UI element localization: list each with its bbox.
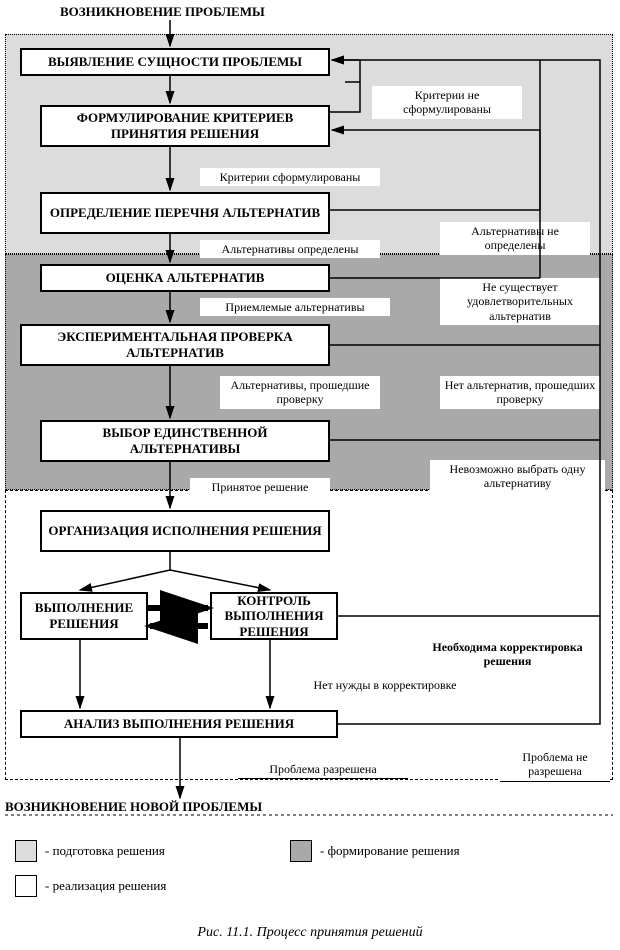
box-alternatives-list: ОПРЕДЕЛЕНИЕ ПЕРЕЧНЯ АЛЬТЕРНАТИВ — [40, 192, 330, 234]
label-chosen: Принятое решение — [190, 478, 330, 496]
legend-sq-prep — [15, 840, 37, 862]
figure-caption: Рис. 11.1. Процесс принятия решений — [0, 925, 620, 941]
legend-impl: - реализация решения — [45, 878, 166, 894]
label-solved: Проблема разрешена — [238, 760, 408, 779]
box-execute: ВЫПОЛНЕНИЕ РЕШЕНИЯ — [20, 592, 148, 640]
box-analyze: АНАЛИЗ ВЫПОЛНЕНИЯ РЕШЕНИЯ — [20, 710, 338, 738]
label-crit-yes: Критерии сформулированы — [200, 168, 380, 186]
label-no-sat: Не существует удовлетворительных альтерн… — [440, 278, 600, 325]
label-cant-pick: Невозможно выбрать одну альтернативу — [430, 460, 605, 493]
label-alt-no: Альтернативы не определены — [440, 222, 590, 255]
box-control: КОНТРОЛЬ ВЫПОЛНЕНИЯ РЕШЕНИЯ — [210, 592, 338, 640]
legend-prep: - подготовка решения — [45, 843, 165, 859]
box-criteria: ФОРМУЛИРОВАНИЕ КРИТЕРИЕВ ПРИНЯТИЯ РЕШЕНИ… — [40, 105, 330, 147]
box-organize: ОРГАНИЗАЦИЯ ИСПОЛНЕНИЯ РЕШЕНИЯ — [40, 510, 330, 552]
title-problem: ВОЗНИКНОВЕНИЕ ПРОБЛЕМЫ — [60, 4, 265, 20]
legend-sq-impl — [15, 875, 37, 897]
label-no-pass: Нет альтернатив, прошедших проверку — [440, 376, 600, 409]
label-no-corr: Нет нужды в корректировке — [280, 678, 490, 692]
box-eval: ОЦЕНКА АЛЬТЕРНАТИВ — [40, 264, 330, 292]
box-experiment: ЭКСПЕРИМЕНТАЛЬНАЯ ПРОВЕРКА АЛЬТЕРНАТИВ — [20, 324, 330, 366]
flowchart-canvas: ВОЗНИКНОВЕНИЕ ПРОБЛЕМЫ ВЫЯВЛЕНИЕ СУЩНОСТ… — [0, 0, 620, 950]
label-crit-no: Критерии не сформулированы — [372, 86, 522, 119]
label-passed: Альтернативы, прошедшие проверку — [220, 376, 380, 409]
legend-sq-form — [290, 840, 312, 862]
label-new-problem: ВОЗНИКНОВЕНИЕ НОВОЙ ПРОБЛЕМЫ — [5, 799, 262, 815]
label-accept: Приемлемые альтернативы — [200, 298, 390, 316]
box-choose: ВЫБОР ЕДИНСТВЕННОЙ АЛЬТЕРНАТИВЫ — [40, 420, 330, 462]
label-not-solved: Проблема не разрешена — [500, 748, 610, 782]
label-need-corr: Необходима корректировка решения — [410, 640, 605, 669]
label-alt-yes: Альтернативы определены — [200, 240, 380, 258]
box-identify: ВЫЯВЛЕНИЕ СУЩНОСТИ ПРОБЛЕМЫ — [20, 48, 330, 76]
legend-form: - формирование решения — [320, 843, 460, 859]
